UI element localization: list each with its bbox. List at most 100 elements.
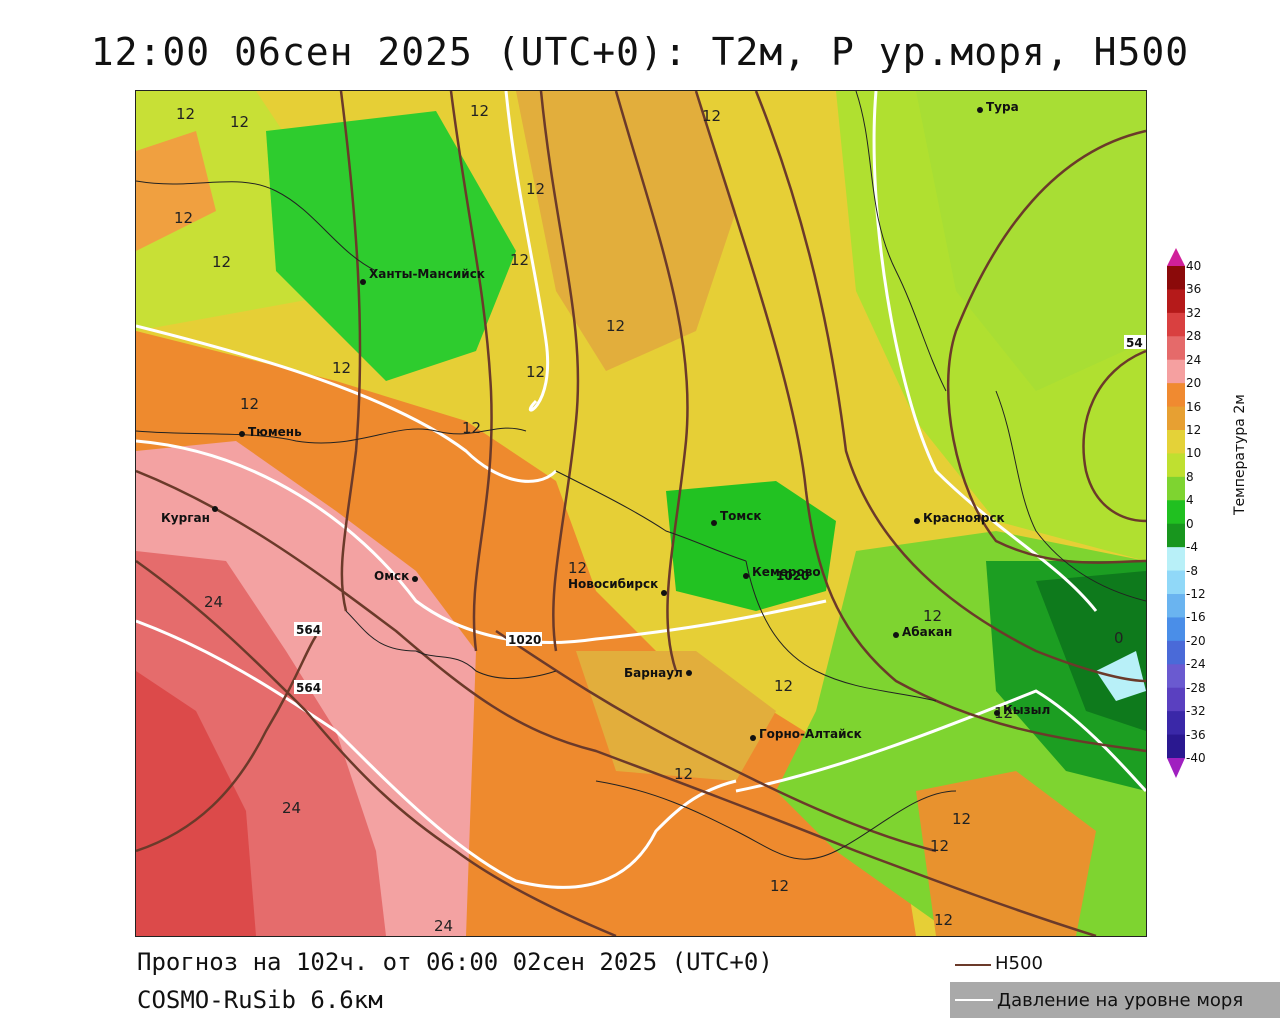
colorbar-band <box>1167 734 1185 759</box>
city-label-gorno-altaysk: Горно-Алтайск <box>759 727 862 741</box>
h500-line <box>946 129 1146 564</box>
p1020-label-box <box>506 632 542 646</box>
h500-line <box>614 91 689 672</box>
colorbar-tick-label: -8 <box>1186 563 1198 578</box>
h54-label-box <box>1124 335 1146 349</box>
city-dot <box>893 632 899 638</box>
border-line <box>855 91 947 392</box>
cities: Тура Ханты-Мансийск Тюмень Курган Омск Н… <box>161 100 1050 741</box>
green-fill-tomsk <box>666 481 836 611</box>
city-dot <box>360 279 366 285</box>
colorbar-band <box>1167 640 1185 665</box>
colorbar-band <box>1167 430 1185 454</box>
city-label-barnaul: Барнаул <box>624 666 683 680</box>
iso-label-24: 24 <box>282 799 301 817</box>
colorbar-band <box>1167 383 1185 408</box>
iso-label-12: 12 <box>176 105 195 123</box>
h500-line-swatch <box>955 964 991 966</box>
h500-line <box>136 469 1097 936</box>
border-line <box>555 470 747 562</box>
iso-label-12: 12 <box>770 877 789 895</box>
city-dot <box>750 735 756 741</box>
city-dot <box>212 506 218 512</box>
deep-red-fill <box>136 671 256 936</box>
colorbar-tick-label: 40 <box>1186 259 1202 273</box>
h500-line <box>339 91 362 612</box>
forecast-map[interactable]: 12 12 12 12 12 12 12 12 12 12 12 12 12 1… <box>135 90 1147 937</box>
colorbar-tick-label: 20 <box>1186 376 1202 391</box>
city-label-krasnoyarsk: Красноярск <box>923 511 1005 525</box>
colorbar-band <box>1167 687 1185 712</box>
colorbar-tick-label: -20 <box>1186 633 1206 648</box>
iso-label-12: 12 <box>568 559 587 577</box>
border-line <box>345 610 557 679</box>
iso-label-12: 12 <box>462 419 481 437</box>
isobar-line <box>136 439 827 645</box>
city-label-tura: Тура <box>986 100 1019 114</box>
forecast-info: Прогноз на 102ч. от 06:00 02сен 2025 (UT… <box>137 948 773 976</box>
colorbar-band <box>1167 547 1185 572</box>
colorbar-band <box>1167 617 1185 642</box>
h500-line <box>1082 349 1146 523</box>
city-dot <box>994 710 1000 716</box>
iso-label-12: 12 <box>702 107 721 125</box>
iso-label-12: 12 <box>174 209 193 227</box>
isobar-line <box>136 324 558 483</box>
colorbar-tick-label: -4 <box>1186 540 1198 555</box>
border-line <box>136 180 377 272</box>
colorbar-band <box>1167 664 1185 689</box>
iso-label-12: 12 <box>934 911 953 929</box>
border-line <box>995 390 1146 602</box>
pressure-isobars <box>136 91 1146 889</box>
iso-label-12: 12 <box>526 180 545 198</box>
h500-contours <box>136 91 1146 936</box>
isobar-line <box>872 91 1098 612</box>
city-label-khanty-mansiysk: Ханты-Мансийск <box>369 267 485 281</box>
isobar-line <box>136 619 737 889</box>
colorbar-band <box>1167 711 1185 736</box>
iso-label-12: 12 <box>606 317 625 335</box>
h500-line <box>136 635 318 853</box>
iso-label-24: 24 <box>204 593 223 611</box>
colorbar-band <box>1167 289 1185 314</box>
city-label-abakan: Абакан <box>902 625 952 639</box>
iso-label-12: 12 <box>674 765 693 783</box>
colorbar-tick-label: -32 <box>1186 704 1206 719</box>
green-fill-khanty <box>266 111 516 381</box>
h500-line <box>449 91 493 652</box>
colorbar-band <box>1167 266 1185 290</box>
colorbar-tick-label: -36 <box>1186 727 1206 742</box>
colorbar-tick-label: 12 <box>1186 423 1202 437</box>
border-line <box>595 780 957 860</box>
admin-borders <box>136 91 1146 860</box>
iso-label-24: 24 <box>434 917 453 935</box>
colorbar-title: Температура 2м <box>1232 394 1248 515</box>
iso-label-12: 12 <box>230 113 249 131</box>
colorbar-tick-label: -24 <box>1186 657 1206 672</box>
city-dot <box>977 107 983 113</box>
iso-label-12: 12 <box>774 677 793 695</box>
legend-h500-label: Н500 <box>995 953 1043 974</box>
iso-label-12: 12 <box>212 253 231 271</box>
iso-label-564: 564 <box>296 623 321 637</box>
iso-label-12: 12 <box>526 363 545 381</box>
h500-line <box>495 629 937 853</box>
h500-line <box>539 91 580 652</box>
iso-label-12: 12 <box>332 359 351 377</box>
isoline-labels: 12 12 12 12 12 12 12 12 12 12 12 12 12 1… <box>174 102 1146 935</box>
iso-label-12: 12 <box>510 251 529 269</box>
colorbar-tick-label: 10 <box>1186 446 1202 461</box>
city-dot <box>661 590 667 596</box>
colorbar-band <box>1167 359 1185 384</box>
colorbar-tick-label: 32 <box>1186 305 1202 320</box>
h500-line <box>694 91 1146 753</box>
colorbar-band <box>1167 523 1185 548</box>
h564-label-box <box>294 622 322 636</box>
iso-label-12: 12 <box>470 102 489 120</box>
city-dot <box>686 670 692 676</box>
map-canvas: 12 12 12 12 12 12 12 12 12 12 12 12 12 1… <box>136 91 1146 936</box>
h500-line <box>754 91 1146 683</box>
iso-label-0: 0 <box>1114 629 1124 647</box>
colorbar-band <box>1167 594 1185 618</box>
legend-pressure: Давление на уровне моря <box>950 982 1280 1018</box>
